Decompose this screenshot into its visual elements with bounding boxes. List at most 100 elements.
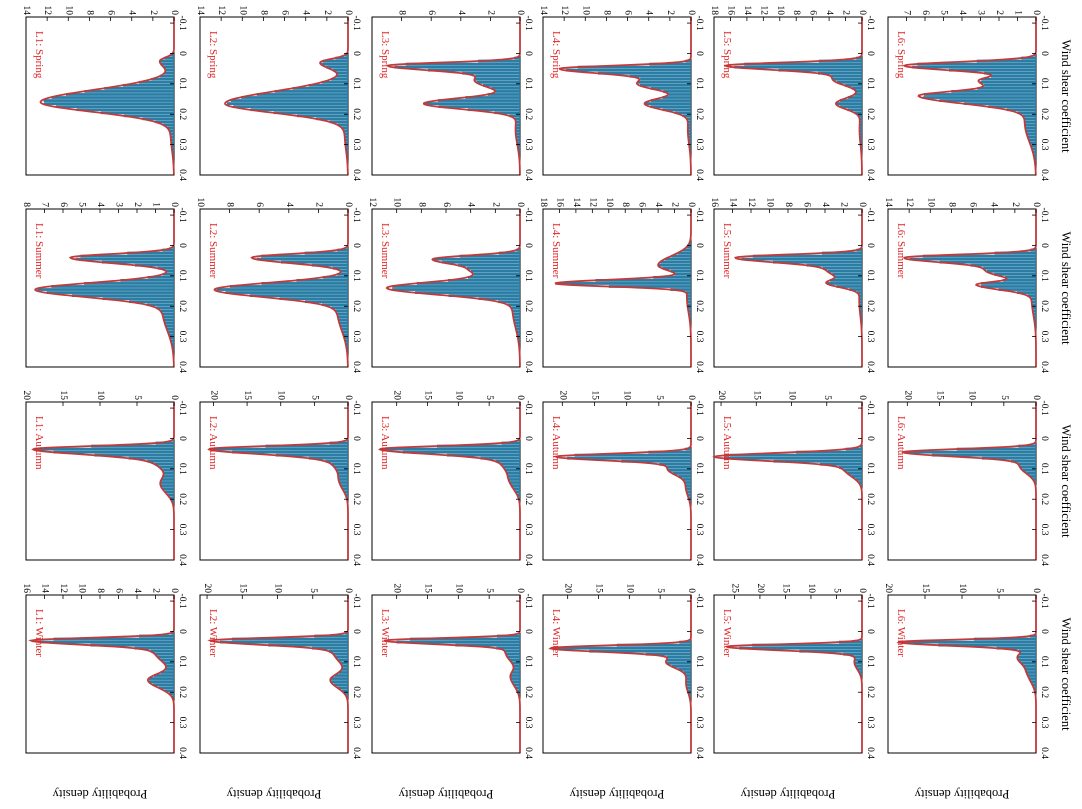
histogram-bar	[1034, 318, 1036, 322]
histogram-bar	[134, 263, 174, 267]
panel-frame	[199, 16, 349, 176]
histogram-bar	[467, 108, 520, 112]
histogram-bar	[688, 132, 691, 136]
y-tick-label: 12	[746, 198, 756, 208]
histogram-bar	[996, 646, 1036, 650]
x-tick-label: 0.4	[694, 747, 704, 759]
x-tick-label: 0.2	[177, 300, 187, 312]
y-tick-label: 0	[857, 588, 867, 593]
y-tick-label: 14	[728, 198, 738, 208]
y-tick-label: 1	[151, 202, 161, 207]
histogram-bar	[512, 661, 520, 665]
histogram-bar	[229, 285, 348, 288]
x-tick-label: 0.3	[177, 524, 187, 536]
histogram-bar	[1021, 661, 1036, 665]
histogram-bar	[342, 330, 348, 334]
x-tick-label: 0	[351, 51, 361, 56]
density-curve	[553, 402, 692, 560]
x-tick-label: 0.2	[177, 493, 187, 505]
histogram-bar	[170, 339, 174, 343]
histogram-bar	[158, 686, 174, 690]
histogram-bar	[225, 291, 348, 294]
histogram-bar	[917, 62, 1036, 66]
y-tick-label: 0	[686, 588, 696, 593]
y-tick-label: 16	[554, 198, 564, 208]
histogram-bar	[686, 294, 691, 297]
panel-label: L2: Summer	[207, 223, 219, 279]
y-tick-label: 10	[195, 198, 205, 208]
histogram-bar	[649, 62, 691, 66]
y-tick-label: 10	[580, 6, 590, 16]
histogram-bar	[621, 459, 691, 463]
histogram-bar	[134, 646, 174, 650]
histogram-bar	[509, 481, 520, 484]
y-tick-label: 0	[515, 202, 525, 207]
y-tick-label: 8	[601, 10, 611, 15]
y-tick-label: 0	[169, 588, 179, 593]
histogram-bar	[232, 450, 348, 454]
histogram-bar	[645, 652, 691, 656]
histogram-bar	[734, 65, 862, 69]
x-tick-label: -0.1	[177, 594, 187, 609]
histogram-bar	[665, 257, 691, 261]
histogram-bar	[304, 251, 348, 255]
histogram-bar	[859, 303, 862, 307]
x-tick-label: -0.1	[177, 401, 187, 416]
y-tick-label: 10	[967, 391, 977, 401]
histogram-bar	[658, 263, 691, 267]
y-tick-label: 20	[563, 584, 573, 594]
histogram-bar	[338, 318, 348, 322]
histogram-bar	[330, 680, 348, 683]
histogram-bar	[515, 132, 520, 136]
histogram-bar	[35, 447, 174, 451]
x-tick-label: 0.2	[351, 493, 361, 505]
x-tick-label: 0.2	[351, 108, 361, 120]
x-tick-label: 0.2	[1039, 300, 1049, 312]
histogram-bar	[1027, 674, 1036, 677]
histogram-bar	[345, 342, 348, 346]
histogram-bar	[653, 275, 691, 279]
x-tick-label: 0.4	[177, 747, 187, 759]
histogram-bar	[162, 248, 174, 252]
density-curve	[712, 402, 863, 560]
y-tick-label: 12	[58, 584, 68, 594]
histogram-bar	[504, 649, 520, 653]
histogram-bar	[459, 254, 520, 258]
y-tick-label: 10	[273, 584, 283, 594]
x-tick-label: -0.1	[523, 16, 533, 31]
x-tick-label: 0.1	[523, 78, 533, 90]
x-tick-label: 0	[1039, 436, 1049, 441]
density-curve	[378, 402, 521, 560]
y-tick-label: 5	[831, 588, 841, 593]
panel-frame	[542, 401, 692, 561]
y-tick-label: 12	[758, 6, 768, 16]
y-tick-label: 4	[653, 202, 663, 207]
x-tick-label: 0.4	[694, 169, 704, 181]
histogram-bar	[686, 490, 691, 494]
y-tick-label: 20	[208, 391, 218, 401]
histogram-bar	[686, 686, 691, 690]
y-tick-label: 4	[820, 202, 830, 207]
panel-frame	[25, 401, 175, 561]
x-tick-label: 0	[694, 436, 704, 441]
y-tick-label: 0	[1031, 395, 1041, 400]
x-tick-label: -0.1	[865, 594, 875, 609]
histogram-bar	[981, 285, 1036, 288]
histogram-bar	[329, 441, 348, 445]
density-curve	[554, 209, 692, 367]
y-tick-label: 2	[313, 202, 323, 207]
histogram-bar	[167, 330, 174, 334]
histogram-bar	[557, 282, 691, 285]
x-tick-label: 0.3	[1039, 717, 1049, 729]
histogram-bar	[487, 93, 520, 96]
histogram-bar	[1018, 462, 1036, 466]
histogram-bar	[639, 83, 691, 87]
density-curve	[726, 595, 863, 753]
x-tick-label: 0.3	[1039, 139, 1049, 151]
y-tick-label: 2	[665, 10, 675, 15]
y-tick-label: 2	[994, 10, 1004, 15]
histogram-bar	[822, 266, 862, 270]
y-tick-label: 4	[644, 10, 654, 15]
